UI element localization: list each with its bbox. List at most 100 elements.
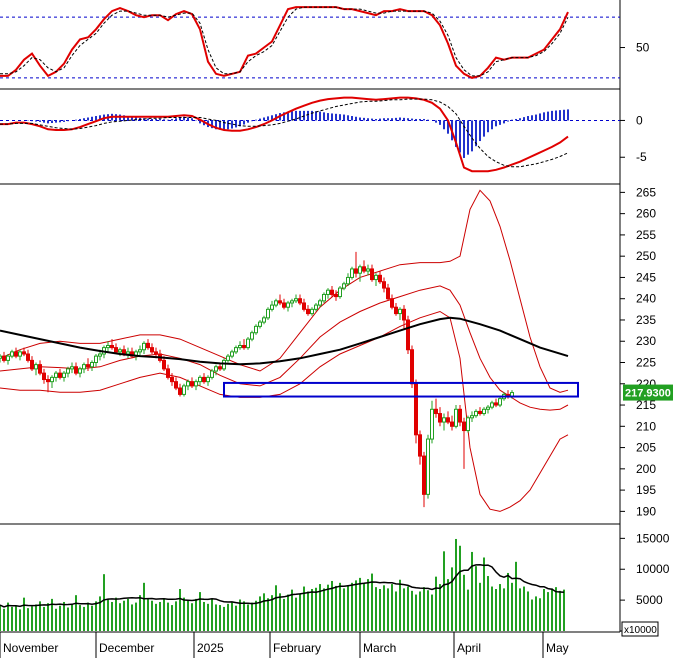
candle-body-up — [94, 355, 98, 364]
candle-body-up — [338, 287, 342, 298]
candle-body-up — [0, 355, 2, 359]
candle-body-up — [82, 364, 86, 370]
price-tick-230: 230 — [636, 334, 656, 348]
candle-body-down — [354, 268, 358, 274]
candle-body-up — [314, 304, 318, 310]
moving-average-line — [0, 316, 569, 366]
candle-body-up — [238, 344, 242, 349]
x-axis-label-0: November — [3, 641, 58, 655]
candle-body-down — [2, 355, 6, 361]
candle-body-up — [222, 359, 226, 370]
candle-body-down — [86, 364, 90, 368]
price-tick-210: 210 — [636, 419, 656, 433]
price-tick-215: 215 — [636, 398, 656, 412]
macd-tick-0: 0 — [636, 113, 643, 127]
candle-body-up — [250, 332, 254, 340]
candle-body-up — [470, 415, 474, 419]
candle-body-up — [142, 342, 146, 351]
candle-body-down — [390, 298, 394, 308]
candle-body-down — [110, 344, 114, 349]
candle-body-up — [106, 344, 110, 349]
candle-body-up — [254, 325, 258, 334]
candle-body-up — [246, 338, 250, 349]
x-axis-label-1: December — [99, 641, 154, 655]
candle-body-down — [190, 381, 194, 387]
candle-body-down — [46, 379, 50, 383]
candle-body-down — [14, 351, 18, 357]
bollinger-lower-band — [0, 310, 569, 512]
volume-tick-10000: 10000 — [636, 562, 670, 576]
candle-body-up — [326, 289, 330, 295]
candle-body-down — [42, 372, 46, 381]
candle-body-up — [322, 293, 326, 302]
candle-body-up — [466, 417, 470, 432]
candle-body-up — [6, 355, 10, 361]
candle-body-down — [150, 347, 154, 353]
candle-body-down — [406, 319, 410, 351]
stochastic-d-line — [0, 6, 569, 77]
candle-body-up — [70, 366, 74, 370]
price-tick-265: 265 — [636, 185, 656, 199]
candle-body-down — [378, 274, 382, 283]
candle-body-up — [270, 304, 274, 310]
candle-body-up — [118, 349, 122, 353]
candle-body-up — [442, 417, 446, 423]
candle-body-down — [414, 383, 418, 436]
volume-unit-box — [621, 621, 659, 637]
candle-body-up — [482, 408, 486, 415]
candle-body-down — [174, 381, 178, 389]
price-tick-255: 255 — [636, 228, 656, 242]
candle-body-down — [434, 408, 438, 415]
candle-body-down — [162, 359, 166, 370]
support-zone-box — [223, 381, 579, 398]
candle-body-up — [498, 398, 502, 406]
candle-body-up — [198, 376, 202, 383]
last-price-tag — [623, 384, 673, 401]
candle-body-down — [410, 349, 414, 385]
candle-body-up — [274, 300, 278, 306]
stochastic-k-line — [0, 6, 569, 79]
candle-body-down — [38, 364, 42, 374]
candle-body-up — [78, 368, 82, 374]
price-tick-225: 225 — [636, 356, 656, 370]
candle-body-up — [206, 376, 210, 383]
candle-body-up — [342, 283, 346, 289]
candle-body-up — [490, 402, 494, 408]
candle-body-up — [474, 410, 478, 417]
x-axis-label-5: April — [457, 641, 481, 655]
candle-body-down — [298, 298, 302, 304]
candle-body-up — [50, 376, 54, 383]
candle-body-up — [486, 406, 490, 410]
candle-body-down — [418, 434, 422, 457]
candle-body-up — [346, 276, 350, 285]
candle-body-down — [382, 281, 386, 289]
candle-body-down — [386, 287, 390, 300]
candle-body-up — [62, 372, 66, 378]
candle-body-down — [22, 351, 26, 355]
candle-body-down — [370, 268, 374, 281]
candle-body-up — [34, 364, 38, 370]
candle-body-up — [286, 302, 290, 308]
candle-body-down — [146, 342, 150, 349]
candle-body-down — [282, 302, 286, 308]
macd-tick--5: -5 — [636, 150, 647, 164]
volume-tick-5000: 5000 — [636, 593, 663, 607]
candle-body-down — [302, 302, 306, 310]
candle-body-up — [294, 298, 298, 302]
candle-body-up — [258, 321, 262, 327]
candle-body-down — [478, 410, 482, 415]
price-tick-235: 235 — [636, 313, 656, 327]
candle-body-down — [30, 359, 34, 370]
candle-body-down — [446, 417, 450, 423]
macd-line — [0, 96, 569, 173]
candle-body-up — [230, 351, 234, 357]
stochastic-panel: 50 — [0, 0, 650, 90]
price-tick-240: 240 — [636, 292, 656, 306]
price-tick-260: 260 — [636, 207, 656, 221]
candle-body-up — [234, 347, 238, 353]
candle-body-down — [422, 455, 426, 495]
candle-body-up — [430, 408, 434, 440]
candle-body-down — [178, 387, 182, 395]
